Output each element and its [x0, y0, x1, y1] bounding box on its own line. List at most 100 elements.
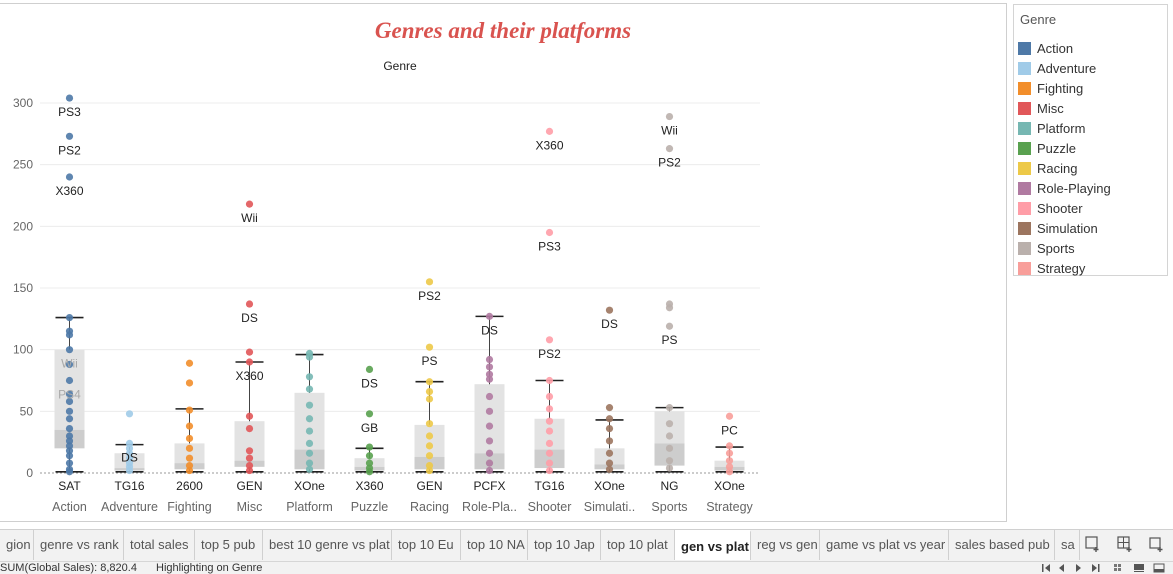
view-toggle[interactable] — [1112, 563, 1172, 573]
data-point — [245, 425, 254, 433]
bottom-point-label: SAT — [58, 479, 81, 493]
box-upper — [174, 443, 205, 464]
legend-swatch — [1018, 81, 1031, 95]
data-point — [665, 444, 674, 452]
sheet-tab[interactable]: sales based pub — [949, 530, 1055, 560]
data-point — [65, 432, 74, 440]
data-point — [545, 459, 554, 467]
sheet-tab[interactable]: game vs plat vs year — [820, 530, 949, 560]
data-point — [65, 390, 74, 398]
data-point — [65, 459, 74, 467]
data-point — [185, 379, 194, 387]
sheet-tab[interactable]: total sales — [124, 530, 195, 560]
color-legend[interactable]: Genre Action Adventure Fighting Misc Platfor… — [1013, 4, 1168, 276]
data-point — [425, 378, 434, 386]
bottom-point-label: NG — [661, 479, 679, 493]
data-point — [545, 376, 554, 385]
sheet-tab[interactable]: reg vs gen — [751, 530, 820, 560]
y-tick-label: 150 — [13, 281, 33, 295]
data-point — [605, 306, 614, 314]
legend-label: Fighting — [1037, 80, 1084, 96]
sheet-tab-bar: gion genre vs rank total sales top 5 pub bes… — [0, 529, 1173, 561]
y-tick-label: 300 — [13, 96, 33, 110]
data-point — [305, 427, 314, 435]
data-point — [65, 346, 74, 354]
data-point — [485, 449, 494, 457]
sheet-tab[interactable]: sa — [1055, 530, 1080, 560]
box-upper — [414, 424, 445, 457]
data-point — [485, 407, 494, 415]
data-point — [545, 228, 554, 237]
point-label: GB — [361, 421, 378, 435]
sheet-tab[interactable]: top 10 Jap — [528, 530, 601, 560]
x-category-label: Shooter — [528, 500, 572, 514]
data-point — [185, 422, 194, 430]
data-point — [545, 449, 554, 457]
legend-item[interactable]: Role-Playing — [1018, 178, 1163, 198]
data-point — [545, 439, 554, 447]
sheet-tab[interactable]: top 10 plat — [601, 530, 675, 560]
data-point — [65, 468, 74, 476]
legend-swatch — [1018, 141, 1031, 155]
status-sum: SUM(Global Sales): 8,820.4 — [0, 562, 137, 574]
point-label: PS4 — [58, 388, 81, 402]
legend-item[interactable]: Puzzle — [1018, 138, 1163, 158]
point-label: PS — [421, 354, 437, 368]
data-point — [605, 425, 614, 433]
first-sheet-arrow — [1045, 564, 1050, 572]
legend-item[interactable]: Shooter — [1018, 198, 1163, 218]
data-point — [65, 376, 74, 385]
legend-title: Genre — [1020, 12, 1057, 27]
data-point — [185, 454, 194, 462]
legend-item[interactable]: Racing — [1018, 158, 1163, 178]
data-point — [125, 444, 134, 452]
legend-item[interactable]: Adventure — [1018, 58, 1163, 78]
bottom-point-label: XOne — [714, 479, 745, 493]
point-label: Wii — [661, 124, 678, 138]
sheet-tab[interactable]: top 10 NA — [461, 530, 528, 560]
sheet-navigation — [1042, 564, 1100, 572]
legend-item[interactable]: Fighting — [1018, 78, 1163, 98]
data-point — [65, 452, 74, 460]
sheet-tab[interactable]: top 5 pub — [195, 530, 263, 560]
data-point — [185, 359, 194, 367]
legend-item[interactable]: Simulation — [1018, 218, 1163, 238]
sheet-tab[interactable]: gion — [0, 530, 34, 560]
legend-item[interactable]: Action — [1018, 38, 1163, 58]
data-point — [725, 468, 734, 476]
data-point — [65, 425, 74, 433]
data-point — [665, 112, 674, 121]
sheet-tab[interactable]: top 10 Eu — [392, 530, 461, 560]
point-label: PS2 — [538, 347, 561, 361]
x-category-label: Action — [52, 500, 87, 514]
new-dashboard-icon[interactable] — [1116, 535, 1134, 553]
data-point — [305, 385, 314, 393]
data-point — [125, 466, 134, 475]
point-label: Wii — [241, 211, 258, 225]
legend-swatch — [1018, 201, 1031, 215]
sheet-tab[interactable]: best 10 genre vs plat — [263, 530, 392, 560]
legend-item[interactable]: Strategy — [1018, 258, 1163, 278]
new-worksheet-icon[interactable] — [1084, 535, 1102, 553]
box-lower — [534, 449, 565, 469]
legend-item[interactable]: Sports — [1018, 238, 1163, 258]
legend-label: Action — [1037, 40, 1074, 56]
y-tick-label: 50 — [20, 404, 34, 418]
data-point — [65, 132, 74, 140]
new-story-icon[interactable] — [1148, 535, 1166, 553]
data-point — [305, 449, 314, 457]
data-point — [605, 449, 614, 457]
point-label: X360 — [535, 138, 563, 152]
data-point — [245, 454, 254, 462]
data-point — [185, 466, 194, 475]
last-sheet-icon — [1098, 564, 1100, 572]
data-point — [425, 420, 434, 428]
point-label: PS2 — [58, 143, 81, 157]
legend-item[interactable]: Platform — [1018, 118, 1163, 138]
sheet-tab[interactable]: genre vs rank — [34, 530, 124, 560]
data-point — [245, 462, 254, 470]
sheet-tab[interactable]: gen vs plat — [675, 530, 751, 560]
legend-item[interactable]: Misc — [1018, 98, 1163, 118]
data-point — [65, 314, 74, 322]
data-point — [425, 395, 434, 403]
